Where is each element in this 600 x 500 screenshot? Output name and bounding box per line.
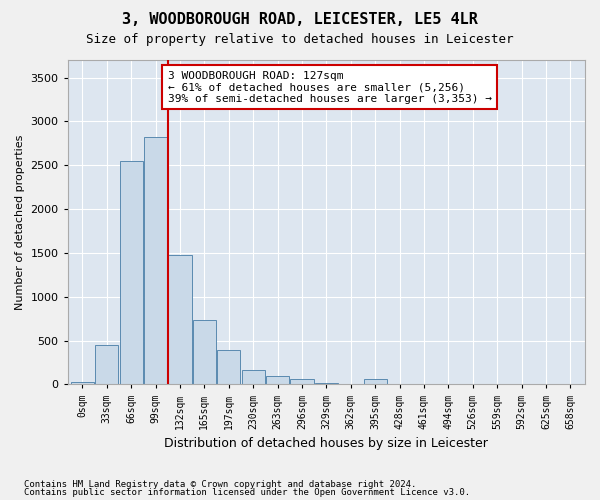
- Y-axis label: Number of detached properties: Number of detached properties: [15, 134, 25, 310]
- Bar: [266, 376, 289, 384]
- Bar: [193, 320, 216, 384]
- Bar: [217, 350, 241, 384]
- Bar: [119, 161, 143, 384]
- Text: Contains public sector information licensed under the Open Government Licence v3: Contains public sector information licen…: [24, 488, 470, 497]
- Text: 3, WOODBOROUGH ROAD, LEICESTER, LE5 4LR: 3, WOODBOROUGH ROAD, LEICESTER, LE5 4LR: [122, 12, 478, 28]
- Bar: [315, 382, 338, 384]
- X-axis label: Distribution of detached houses by size in Leicester: Distribution of detached houses by size …: [164, 437, 488, 450]
- Bar: [364, 379, 387, 384]
- Bar: [71, 382, 94, 384]
- Bar: [95, 345, 118, 385]
- Text: 3 WOODBOROUGH ROAD: 127sqm
← 61% of detached houses are smaller (5,256)
39% of s: 3 WOODBOROUGH ROAD: 127sqm ← 61% of deta…: [168, 70, 492, 104]
- Text: Contains HM Land Registry data © Crown copyright and database right 2024.: Contains HM Land Registry data © Crown c…: [24, 480, 416, 489]
- Bar: [169, 254, 191, 384]
- Bar: [144, 137, 167, 384]
- Text: Size of property relative to detached houses in Leicester: Size of property relative to detached ho…: [86, 32, 514, 46]
- Bar: [242, 370, 265, 384]
- Bar: [290, 379, 314, 384]
